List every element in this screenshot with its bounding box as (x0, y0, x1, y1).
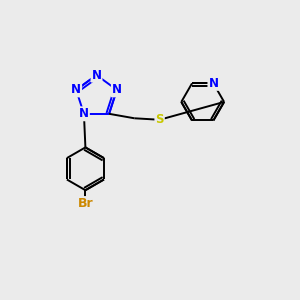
Text: N: N (208, 77, 218, 90)
Text: N: N (112, 83, 122, 96)
Text: N: N (71, 83, 81, 96)
Text: N: N (92, 69, 101, 82)
Text: Br: Br (78, 197, 93, 210)
Text: S: S (155, 113, 164, 126)
Text: N: N (79, 107, 89, 120)
